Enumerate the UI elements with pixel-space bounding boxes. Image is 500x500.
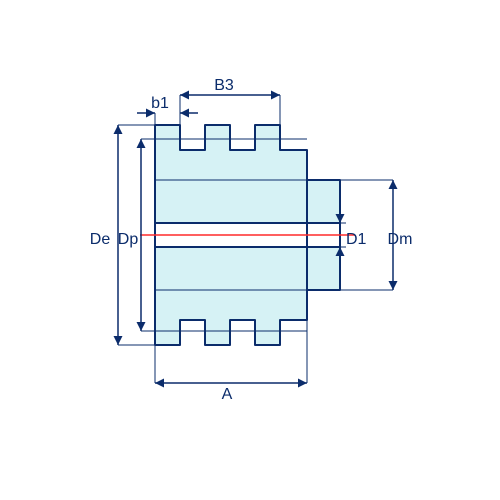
label-b1: b1 [151,95,169,112]
label-De: De [90,231,111,248]
sprocket-diagram: De Dp Dm D1 A B3 b1 [0,0,500,500]
label-A: A [222,386,233,403]
label-Dp: Dp [118,231,139,248]
label-B3: B3 [214,77,234,94]
label-Dm: Dm [388,231,413,248]
label-D1: D1 [346,231,367,248]
